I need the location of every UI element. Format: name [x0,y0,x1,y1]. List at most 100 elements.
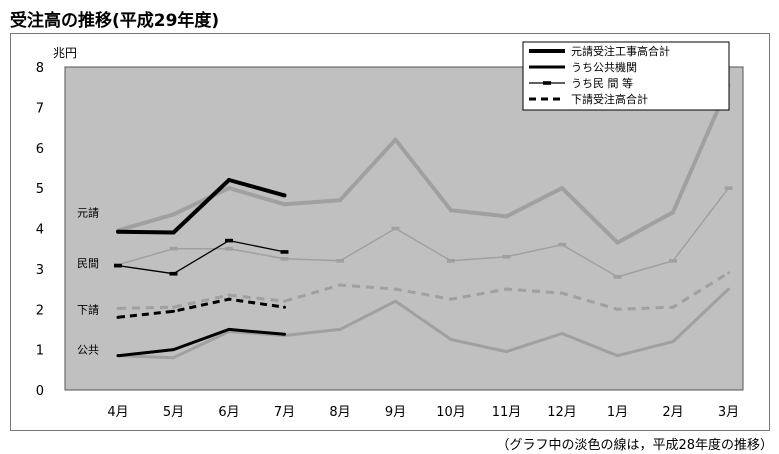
x-tick-label: 7月 [274,405,295,420]
legend-label: うち民 間 等 [571,76,633,90]
x-tick-label: 5月 [163,405,184,420]
data-point-2 [394,287,397,291]
x-tick-label: 9月 [385,405,406,420]
series-line-3 [117,288,730,360]
data-point-0 [615,240,620,245]
y-tick-label: 3 [36,263,44,278]
y-tick-label: 1 [36,344,44,359]
series-line-6 [117,297,285,319]
data-point-1 [225,246,233,251]
data-point-5 [169,271,178,276]
data-point-1 [336,259,344,263]
data-point-0 [227,186,231,191]
data-point-0 [504,214,509,219]
data-point-5 [225,238,233,243]
chart-footnote: （グラフ中の淡色の線は，平成28年度の推移） [496,438,773,453]
data-point-0 [171,212,176,217]
data-point-4 [171,230,176,235]
data-point-3 [449,338,453,342]
y-tick-label: 0 [36,384,44,399]
legend-label: 元請受注工事高合計 [571,44,670,58]
data-point-0 [449,208,453,213]
data-point-4 [116,229,120,234]
series-annotation: 民間 [77,257,99,270]
series-line-1 [117,187,730,278]
data-point-1 [613,275,622,279]
data-point-7 [116,354,120,358]
data-point-3 [172,356,175,360]
data-point-3 [671,340,675,344]
data-point-5 [280,250,289,254]
data-point-2 [560,291,564,295]
data-point-3 [616,354,619,358]
series-line-7 [117,327,285,358]
x-tick-label: 2月 [662,405,683,420]
data-point-5 [114,263,122,268]
y-tick-label: 7 [36,101,44,116]
y-tick-label: 2 [36,303,44,318]
series-line-0 [117,84,731,245]
series-line-2 [117,271,730,311]
data-point-0 [560,186,564,191]
data-point-7 [172,348,175,352]
data-point-6 [172,309,175,313]
data-point-1 [391,226,400,231]
data-point-1 [169,246,178,251]
x-tick-label: 11月 [492,405,522,420]
series-line-5 [117,239,285,275]
legend-marker-2 [543,81,551,85]
data-point-2 [116,306,120,310]
data-point-1 [502,254,511,259]
data-point-0 [282,202,287,207]
data-point-3 [338,327,342,331]
data-point-2 [283,299,286,303]
x-tick-label: 4月 [107,405,128,420]
series-annotation: 元請 [77,205,99,219]
data-point-3 [394,299,397,303]
data-point-2 [172,305,175,309]
legend-label: うち公共機関 [571,60,637,74]
data-point-2 [338,283,342,287]
data-point-2 [449,297,453,301]
data-point-4 [282,193,287,198]
data-point-3 [505,350,508,354]
x-tick-label: 8月 [329,405,350,420]
data-point-3 [727,287,730,291]
data-point-0 [393,137,398,142]
data-point-2 [727,271,730,275]
data-point-7 [227,327,231,331]
data-point-2 [505,287,508,291]
series-annotation: 下請 [77,302,99,316]
y-tick-label: 5 [36,182,44,197]
data-point-6 [227,297,231,301]
data-point-0 [338,198,342,203]
series-annotation: 公共 [77,344,99,357]
legend-label: 下請受注高合計 [571,92,648,106]
data-point-4 [227,178,231,183]
chart-title: 受注高の推移(平成29年度) [10,11,220,31]
x-tick-label: 10月 [436,405,466,420]
data-point-0 [671,210,675,215]
x-tick-label: 3月 [718,405,739,420]
y-tick-label: 4 [36,223,44,238]
data-point-1 [447,259,455,263]
x-tick-label: 12月 [547,405,577,420]
data-point-6 [283,305,286,309]
data-point-2 [227,293,231,297]
data-point-2 [616,307,619,311]
y-tick-label: 8 [36,61,44,76]
x-tick-label: 6月 [218,405,239,420]
y-tick-label: 6 [36,142,44,157]
data-point-1 [558,242,566,247]
data-point-1 [724,186,733,190]
data-point-3 [560,331,564,335]
data-point-2 [671,305,675,309]
data-point-1 [669,259,677,263]
data-point-6 [116,315,120,319]
x-tick-label: 1月 [607,405,628,420]
series-line-4 [117,178,286,235]
y-axis-unit: 兆円 [53,46,77,60]
data-point-7 [283,332,286,336]
data-point-1 [280,256,289,261]
